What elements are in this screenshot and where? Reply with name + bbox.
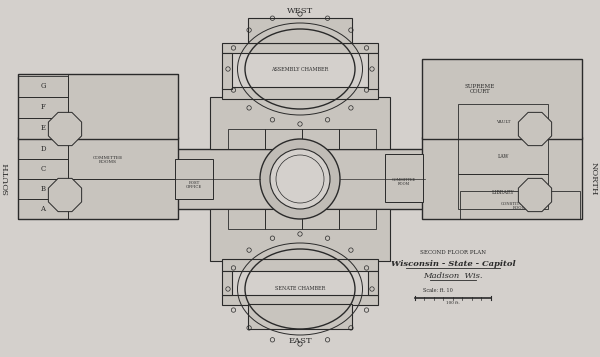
Text: WEST: WEST [287, 7, 313, 15]
Text: EAST: EAST [288, 337, 312, 345]
Bar [68, 179, 178, 219]
Bar [302, 209, 339, 229]
Text: LIBRARY: LIBRARY [491, 190, 514, 195]
Bar [228, 129, 265, 149]
Bar [68, 74, 178, 139]
Bar [18, 97, 68, 118]
Text: Wisconsin - State - Capitol: Wisconsin - State - Capitol [391, 260, 515, 268]
Bar [222, 295, 378, 305]
Bar [18, 74, 178, 139]
Bar [18, 137, 178, 219]
Polygon shape [49, 178, 82, 212]
Text: F: F [41, 103, 46, 111]
Bar [175, 159, 213, 199]
Bar [422, 137, 582, 219]
Bar [368, 271, 378, 295]
Text: NORTH: NORTH [590, 162, 598, 196]
Text: COMMITTEE
ROOM: COMMITTEE ROOM [392, 178, 416, 186]
Bar [222, 53, 232, 89]
Bar [222, 43, 378, 53]
Text: G: G [40, 82, 46, 90]
Bar [248, 304, 352, 329]
Bar [18, 76, 68, 97]
Bar [458, 137, 548, 174]
Polygon shape [518, 112, 551, 146]
Bar [18, 139, 68, 159]
Text: SUPREME
COURT: SUPREME COURT [465, 84, 495, 94]
Text: CONSTITUTIONAL
ROOM: CONSTITUTIONAL ROOM [500, 202, 539, 210]
Bar [222, 271, 232, 295]
Bar [18, 179, 68, 199]
Bar [18, 159, 68, 179]
Bar [265, 209, 302, 229]
Bar [18, 118, 68, 139]
Bar [228, 209, 265, 229]
Bar [18, 199, 68, 219]
Bar [368, 53, 378, 89]
Text: SENATE CHAMBER: SENATE CHAMBER [275, 287, 325, 292]
Text: SOUTH: SOUTH [2, 163, 10, 195]
Bar [385, 154, 423, 202]
Text: COMMITTEE
ROOMS: COMMITTEE ROOMS [93, 156, 123, 164]
Bar [339, 129, 376, 149]
Circle shape [270, 149, 330, 209]
Bar [175, 149, 425, 209]
Circle shape [260, 139, 340, 219]
Bar [422, 59, 582, 139]
Text: 100 ft.: 100 ft. [446, 301, 460, 305]
Bar [210, 209, 390, 261]
Text: D: D [40, 145, 46, 153]
Bar [460, 191, 580, 219]
Bar [458, 174, 548, 209]
Text: E: E [41, 124, 46, 132]
Text: Madison  Wis.: Madison Wis. [423, 272, 483, 280]
Text: B: B [41, 185, 46, 193]
Polygon shape [518, 178, 551, 212]
Bar [222, 87, 378, 99]
Bar [458, 104, 548, 139]
Bar [210, 97, 390, 149]
Polygon shape [49, 112, 82, 146]
Bar [68, 137, 178, 179]
Text: A: A [41, 205, 46, 213]
Text: Scale: ft. 10: Scale: ft. 10 [423, 287, 453, 292]
Bar [265, 129, 302, 149]
Bar [222, 259, 378, 271]
Text: POST
OFFICE: POST OFFICE [186, 181, 202, 189]
Text: VAULT: VAULT [496, 120, 510, 124]
Text: ASSEMBLY CHAMBER: ASSEMBLY CHAMBER [271, 66, 329, 71]
Bar [302, 129, 339, 149]
Bar [248, 18, 352, 43]
Text: SECOND FLOOR PLAN: SECOND FLOOR PLAN [420, 250, 486, 255]
Text: C: C [40, 165, 46, 173]
Bar [339, 209, 376, 229]
Text: LAW: LAW [497, 154, 509, 159]
